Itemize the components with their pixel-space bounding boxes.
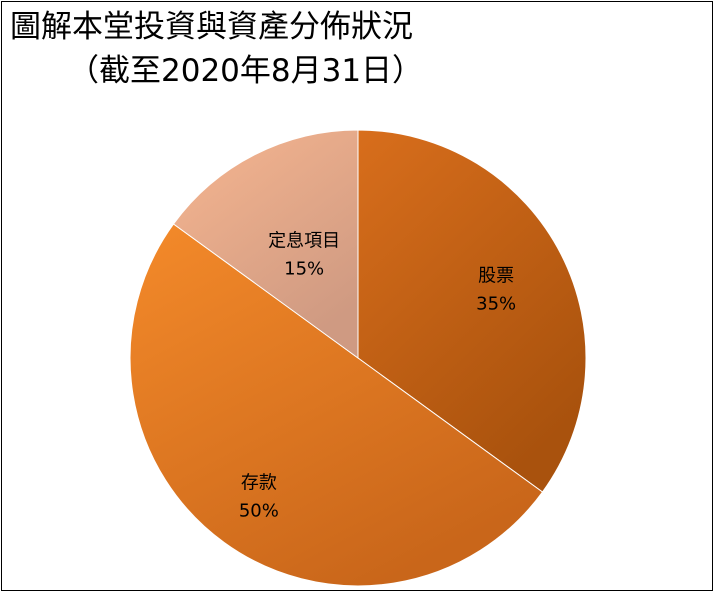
pie-slice-2 (129, 223, 544, 587)
pie-slices (129, 129, 587, 587)
slice-value-label-1: 35% (476, 294, 516, 315)
slice-value-label-2: 50% (239, 500, 279, 521)
pie-slice-1 (357, 129, 587, 493)
slice-label-2: 存款 (241, 472, 277, 493)
slice-value-label-3: 15% (284, 258, 324, 279)
chart-subtitle: （截至2020年8月31日） (68, 53, 424, 89)
chart-title: 圖解本堂投資與資產分佈狀況 (10, 9, 413, 45)
slice-label-3: 定息項目 (268, 230, 340, 251)
pie-slice-3 (172, 129, 359, 359)
pie-labels: 股票 35% 存款 50% 定息項目 15% (239, 230, 516, 521)
slice-label-1: 股票 (478, 266, 514, 287)
